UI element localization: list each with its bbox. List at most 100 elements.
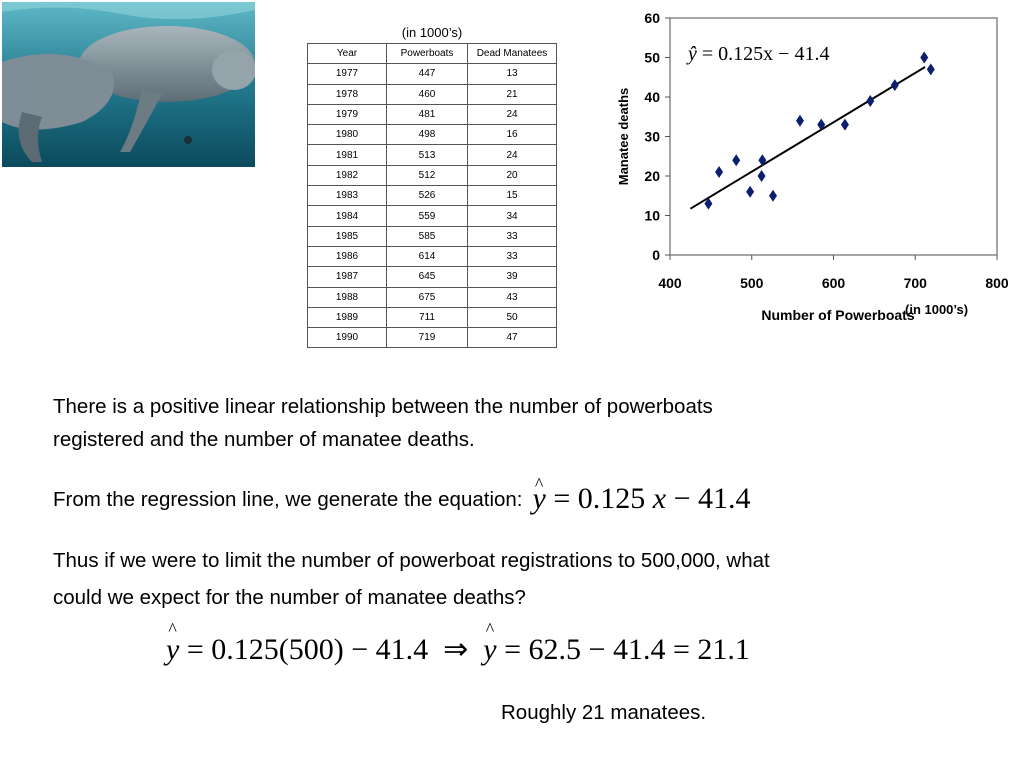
y-tick-label: 50 xyxy=(644,50,660,66)
cell-dead-manatees: 15 xyxy=(467,185,557,207)
x-tick-label: 800 xyxy=(985,275,1009,291)
cell-powerboats: 719 xyxy=(386,327,468,349)
cell-year: 1989 xyxy=(307,306,387,329)
data-point xyxy=(920,51,929,64)
x-tick-label: 600 xyxy=(822,275,846,291)
cell-powerboats: 675 xyxy=(386,286,468,308)
cell-powerboats: 645 xyxy=(386,266,468,288)
data-point xyxy=(704,197,713,210)
cell-year: 1987 xyxy=(307,266,387,288)
cell-powerboats: 526 xyxy=(386,185,468,207)
data-point xyxy=(758,154,767,167)
regression-line xyxy=(689,66,926,210)
equation-intercept: − 41.4 xyxy=(666,482,751,515)
cell-year: 1977 xyxy=(307,63,387,85)
cell-dead-manatees: 47 xyxy=(467,327,557,349)
y-tick-label: 20 xyxy=(644,168,660,184)
cell-powerboats: 498 xyxy=(386,124,468,146)
conclusion-text: Roughly 21 manatees. xyxy=(501,701,707,724)
cell-powerboats: 559 xyxy=(386,205,468,227)
cell-year: 1979 xyxy=(307,103,387,126)
manatee-photo xyxy=(2,2,255,167)
cell-year: 1988 xyxy=(307,286,387,308)
table-row: 1986 614 33 xyxy=(307,245,557,268)
data-point xyxy=(732,154,741,167)
cell-year: 1981 xyxy=(307,144,387,166)
table-row: 1977 447 13 xyxy=(307,63,557,85)
calc-part1: = 0.125(500) − 41.4 ⇒ xyxy=(179,633,484,666)
cell-powerboats: 512 xyxy=(386,164,468,187)
cell-year: 1985 xyxy=(307,225,387,247)
y-tick-label: 40 xyxy=(644,89,660,105)
table-body: 1977 447 13 1978 460 21 1979 481 24 1980 498 16 1981… xyxy=(307,63,557,349)
x-tick-label: 400 xyxy=(658,275,682,291)
plot-area xyxy=(669,17,998,256)
cell-dead-manatees: 24 xyxy=(467,103,557,126)
regression-equation: y = 0.125 x − 41.4 xyxy=(533,482,751,515)
cell-powerboats: 614 xyxy=(386,245,468,268)
cell-dead-manatees: 39 xyxy=(467,266,557,288)
chart-equation-yhat: ŷ xyxy=(686,43,697,65)
equation-x: x xyxy=(652,482,667,515)
data-point xyxy=(757,170,766,182)
x-tick-label: 700 xyxy=(904,275,928,291)
cell-dead-manatees: 34 xyxy=(467,205,557,227)
table-row: 1983 526 15 xyxy=(307,185,557,207)
table-row: 1988 675 43 xyxy=(307,286,557,308)
cell-dead-manatees: 43 xyxy=(467,286,557,308)
data-table: Year Powerboats Dead Manatees 1977 447 13 1… xyxy=(307,42,557,349)
cell-dead-manatees: 21 xyxy=(467,83,557,105)
chart-equation-rhs: = 0.125x − 41.4 xyxy=(697,43,830,65)
chart-equation-label: ŷ = 0.125x − 41.4 xyxy=(686,43,829,65)
table-row: 1980 498 16 xyxy=(307,124,557,146)
cell-powerboats: 460 xyxy=(386,83,468,105)
cell-dead-manatees: 33 xyxy=(467,245,557,268)
calculation-equation: y = 0.125(500) − 41.4 ⇒ y = 62.5 − 41.4 … xyxy=(166,632,750,667)
equation-intro: From the regression line, we generate th… xyxy=(53,488,523,511)
table-row: 1982 512 20 xyxy=(307,164,557,187)
table-row: 1984 559 34 xyxy=(307,205,557,227)
data-point xyxy=(746,185,755,198)
cell-dead-manatees: 13 xyxy=(467,63,557,85)
cell-dead-manatees: 20 xyxy=(467,164,557,187)
paragraph-line: Thus if we were to limit the number of p… xyxy=(53,549,770,572)
cell-powerboats: 513 xyxy=(386,144,468,166)
table-row: 1985 585 33 xyxy=(307,225,557,247)
cell-dead-manatees: 24 xyxy=(467,144,557,166)
paragraph-line: could we expect for the number of manate… xyxy=(53,586,526,609)
data-point xyxy=(715,166,724,179)
data-point xyxy=(840,118,849,131)
data-table-container: (in 1000’s) Year Powerboats Dead Manatee… xyxy=(307,25,557,349)
cell-dead-manatees: 33 xyxy=(467,225,557,247)
table-caption: (in 1000’s) xyxy=(401,25,463,40)
calc-y-hat: y xyxy=(483,633,496,667)
cell-year: 1980 xyxy=(307,124,387,146)
table-row: 1990 719 47 xyxy=(307,327,557,349)
data-point xyxy=(890,79,899,92)
x-tick-label: 500 xyxy=(740,275,764,291)
cell-dead-manatees: 16 xyxy=(467,124,557,146)
table-row: 1989 711 50 xyxy=(307,306,557,329)
table-header-row: Year Powerboats Dead Manatees xyxy=(307,42,557,65)
y-tick-label: 30 xyxy=(644,129,660,145)
table-row: 1979 481 24 xyxy=(307,103,557,126)
cell-dead-manatees: 50 xyxy=(467,306,557,329)
header-year: Year xyxy=(307,42,387,65)
cell-powerboats: 481 xyxy=(386,103,468,126)
y-tick-label: 10 xyxy=(644,208,660,224)
data-point xyxy=(926,63,935,76)
equation-coef: = 0.125 xyxy=(545,482,653,515)
cell-year: 1983 xyxy=(307,185,387,207)
y-tick-label: 60 xyxy=(644,10,660,26)
paragraph-question: Thus if we were to limit the number of p… xyxy=(53,544,770,614)
header-powerboats: Powerboats xyxy=(386,42,468,65)
data-point xyxy=(769,189,778,202)
header-dead-manatees: Dead Manatees xyxy=(467,42,557,65)
paragraph-line: There is a positive linear relationship … xyxy=(53,395,713,418)
table-row: 1987 645 39 xyxy=(307,266,557,288)
manatee-photo-icon xyxy=(2,2,255,167)
table-row: 1978 460 21 xyxy=(307,83,557,105)
paragraph-line: registered and the number of manatee dea… xyxy=(53,428,475,451)
data-point xyxy=(795,114,804,127)
scatter-chart-svg: 0 10 20 30 40 50 60 400 500 600 700 800 Manatee deat… xyxy=(616,10,1009,323)
